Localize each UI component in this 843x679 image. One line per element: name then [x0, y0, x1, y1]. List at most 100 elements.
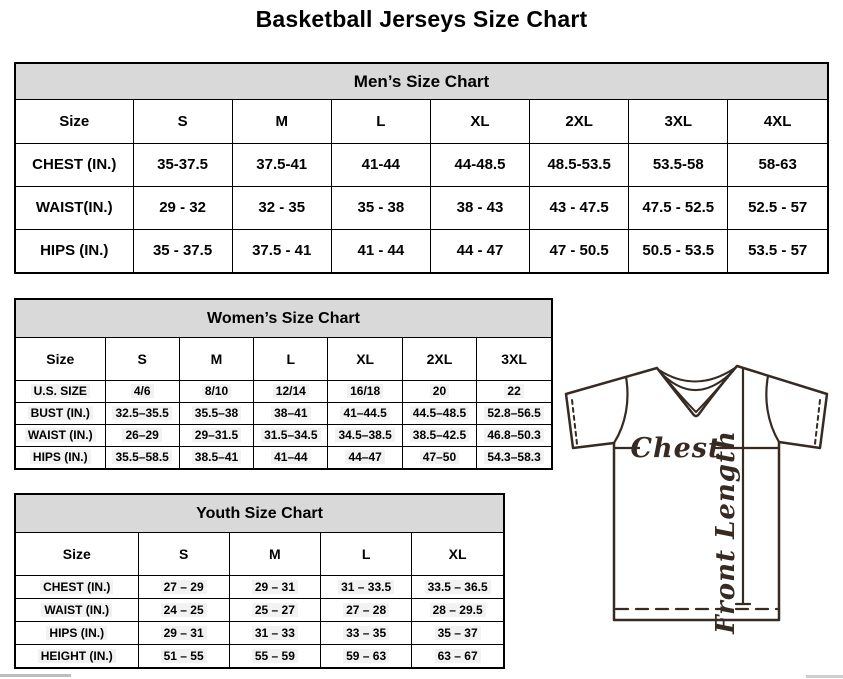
size-cell: 41–44.5 — [327, 401, 403, 425]
size-cell: 53.5-58 — [628, 142, 729, 187]
size-cell: 35 – 37 — [411, 620, 503, 645]
header-row: Size S M L XL — [16, 533, 503, 576]
size-cell: 33.5 – 36.5 — [411, 574, 503, 599]
size-cell: 29 - 32 — [132, 185, 233, 230]
size-cell: 27 – 28 — [319, 597, 413, 622]
size-cell: 52.8–56.5 — [476, 401, 551, 425]
size-cell: 35 - 38 — [330, 185, 431, 230]
size-cell: 16/18 — [327, 379, 403, 403]
size-cell: 35 - 37.5 — [132, 228, 233, 272]
size-cell: 29 – 31 — [137, 620, 230, 645]
scrollbar-fragment-right[interactable] — [806, 675, 843, 678]
column-header: M — [228, 533, 322, 576]
size-cell: 20 — [401, 379, 478, 403]
column-header: L — [253, 338, 329, 381]
page-title: Basketball Jerseys Size Chart — [255, 6, 588, 32]
size-cell: 41–44 — [253, 445, 329, 468]
size-cell: 35-37.5 — [132, 142, 233, 187]
size-table: Size S M L XL CHEST (IN.) 27 – 29 29 – 31 31 – 3… — [16, 533, 503, 667]
size-cell: 44–47 — [327, 445, 403, 468]
column-header: M — [178, 338, 255, 381]
mens-size-chart: Men’s Size Chart Size S M L XL 2XL 3XL 4XL CHEST … — [14, 62, 829, 274]
youth-size-chart: Youth Size Chart Size S M L XL CHEST (IN.) 27 –… — [14, 493, 505, 669]
size-cell: 50.5 - 53.5 — [628, 228, 729, 272]
table-row: HEIGHT (IN.) 51 – 55 55 – 59 59 – 63 63 – 67 — [16, 643, 503, 667]
jersey-outline-shape — [564, 364, 829, 622]
size-cell: 41 - 44 — [330, 228, 431, 272]
size-cell: 43 - 47.5 — [529, 185, 630, 230]
size-cell: 31.5–34.5 — [253, 423, 329, 447]
row-label: HIPS (IN.) — [16, 445, 106, 468]
column-header: XL — [327, 338, 403, 381]
right-sleeve-dashed-line — [814, 399, 821, 445]
column-header: 2XL — [401, 338, 478, 381]
size-cell: 51 – 55 — [137, 643, 230, 667]
front-length-label: Front Length — [711, 430, 741, 635]
size-cell: 59 – 63 — [319, 643, 413, 667]
size-cell: 38 - 43 — [429, 185, 531, 230]
row-label: HEIGHT (IN.) — [16, 643, 139, 667]
column-header: S — [104, 338, 180, 381]
size-table: Size S M L XL 2XL 3XL U.S. SIZE 4/6 8/10 12/14 16/1… — [16, 338, 551, 468]
left-armhole-seam — [612, 375, 629, 445]
column-header: L — [330, 100, 431, 144]
table-row: WAIST(IN.) 29 - 32 32 - 35 35 - 38 38 - 43 43… — [16, 185, 827, 230]
column-header: XL — [429, 100, 531, 144]
size-cell: 38.5–41 — [178, 445, 255, 468]
header-row: Size S M L XL 2XL 3XL 4XL — [16, 100, 827, 144]
table-row: HIPS (IN.) 35 - 37.5 37.5 - 41 41 - 44 44 - … — [16, 228, 827, 272]
row-label: BUST (IN.) — [16, 401, 106, 425]
right-armhole-seam — [765, 374, 781, 444]
size-cell: 47–50 — [401, 445, 478, 468]
scrollbar-fragment-left[interactable] — [0, 674, 71, 677]
table-row: U.S. SIZE 4/6 8/10 12/14 16/18 20 22 — [16, 379, 551, 403]
size-cell: 44.5–48.5 — [401, 401, 478, 425]
size-cell: 54.3–58.3 — [476, 445, 551, 468]
left-sleeve-dashed-line — [571, 399, 578, 445]
table-row: CHEST (IN.) 27 – 29 29 – 31 31 – 33.5 33.5 –… — [16, 574, 503, 599]
size-cell: 12/14 — [253, 379, 329, 403]
size-cell: 35.5–58.5 — [104, 445, 180, 468]
size-cell: 52.5 - 57 — [727, 185, 827, 230]
size-cell: 53.5 - 57 — [727, 228, 827, 272]
row-label: HIPS (IN.) — [16, 620, 139, 645]
size-cell: 47 - 50.5 — [529, 228, 630, 272]
table-title: Men’s Size Chart — [16, 64, 827, 100]
collar-band-line-inner — [660, 370, 734, 391]
size-cell: 46.8–50.3 — [476, 423, 551, 447]
size-cell: 38.5–42.5 — [401, 423, 478, 447]
column-header: 4XL — [727, 100, 827, 144]
row-label: CHEST (IN.) — [16, 142, 134, 187]
size-cell: 41-44 — [330, 142, 431, 187]
size-cell: 35.5–38 — [178, 401, 255, 425]
collar-inner-v-line — [662, 372, 732, 413]
column-header: Size — [16, 338, 106, 381]
size-cell: 63 – 67 — [411, 643, 503, 667]
size-cell: 24 – 25 — [137, 597, 230, 622]
column-header: 3XL — [628, 100, 729, 144]
size-cell: 33 – 35 — [319, 620, 413, 645]
size-cell: 48.5-53.5 — [529, 142, 630, 187]
womens-size-chart: Women’s Size Chart Size S M L XL 2XL 3XL U.S. SI… — [14, 298, 553, 470]
size-cell: 25 – 27 — [228, 597, 322, 622]
column-header: Size — [16, 533, 139, 576]
size-cell: 28 – 29.5 — [411, 597, 503, 622]
row-label: WAIST (IN.) — [16, 423, 106, 447]
chest-label: Chest — [631, 433, 722, 464]
column-header: L — [319, 533, 413, 576]
chest-label-backdrop — [640, 430, 712, 462]
size-cell: 37.5-41 — [231, 142, 332, 187]
column-header: S — [137, 533, 230, 576]
table-title: Youth Size Chart — [16, 495, 503, 533]
column-header: XL — [411, 533, 503, 576]
size-cell: 32 - 35 — [231, 185, 332, 230]
size-cell: 8/10 — [178, 379, 255, 403]
size-cell: 31 – 33.5 — [319, 574, 413, 599]
header-row: Size S M L XL 2XL 3XL — [16, 338, 551, 381]
table-row: HIPS (IN.) 29 – 31 31 – 33 33 – 35 35 – 37 — [16, 620, 503, 645]
size-cell: 55 – 59 — [228, 643, 322, 667]
size-table: Size S M L XL 2XL 3XL 4XL CHEST (IN.) 35-37.5 37.5… — [16, 100, 827, 272]
size-cell: 38–41 — [253, 401, 329, 425]
table-row: BUST (IN.) 32.5–35.5 35.5–38 38–41 41–44.5 44… — [16, 401, 551, 425]
size-cell: 47.5 - 52.5 — [628, 185, 729, 230]
